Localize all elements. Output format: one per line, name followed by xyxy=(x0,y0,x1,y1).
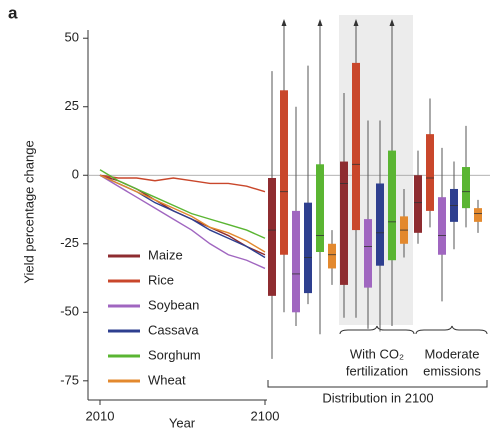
box xyxy=(280,90,288,255)
box xyxy=(438,197,446,255)
panel-label: a xyxy=(8,3,18,22)
series-line xyxy=(99,174,266,259)
box xyxy=(340,161,348,285)
y-axis-label: Yield percentage change xyxy=(21,140,36,283)
y-tick-label: -25 xyxy=(60,235,79,250)
whisker-arrow xyxy=(389,19,395,26)
y-tick-label: 25 xyxy=(65,98,79,113)
box xyxy=(462,167,470,209)
y-tick-label: -75 xyxy=(60,372,79,387)
series-line xyxy=(99,174,266,253)
box xyxy=(388,150,396,261)
y-tick-label: 50 xyxy=(65,30,79,45)
brace xyxy=(339,325,415,335)
box xyxy=(376,183,384,266)
box xyxy=(316,164,324,252)
x-tick-label: 2010 xyxy=(86,408,115,423)
box xyxy=(474,208,482,222)
series-line xyxy=(99,174,266,193)
group-label: Moderate xyxy=(425,346,480,361)
series-line xyxy=(99,174,266,270)
y-tick-label: 0 xyxy=(72,167,79,182)
bracket xyxy=(267,380,488,388)
legend-label: Rice xyxy=(148,272,174,287)
x-tick-label: 2100 xyxy=(251,408,280,423)
group-label: With CO₂ xyxy=(350,346,404,361)
legend-label: Cassava xyxy=(148,322,199,337)
whisker-arrow xyxy=(353,19,359,26)
box xyxy=(268,178,276,296)
box xyxy=(426,134,434,211)
box xyxy=(304,202,312,294)
legend-label: Wheat xyxy=(148,372,186,387)
box xyxy=(328,243,336,269)
series-line xyxy=(99,169,266,239)
whisker-arrow xyxy=(317,19,323,26)
whisker-arrow xyxy=(281,19,287,26)
box xyxy=(292,210,300,313)
box xyxy=(352,62,360,231)
group-label: fertilization xyxy=(346,363,408,378)
x-axis-label: Year xyxy=(169,415,196,430)
legend-label: Soybean xyxy=(148,297,199,312)
legend-label: Maize xyxy=(148,247,183,262)
box xyxy=(414,175,422,233)
group-label: emissions xyxy=(423,363,481,378)
y-tick-label: -50 xyxy=(60,304,79,319)
legend-label: Sorghum xyxy=(148,347,201,362)
box xyxy=(364,219,372,288)
highlight-region xyxy=(339,15,413,325)
brace xyxy=(415,325,488,335)
group-caption: Distribution in 2100 xyxy=(322,390,433,405)
